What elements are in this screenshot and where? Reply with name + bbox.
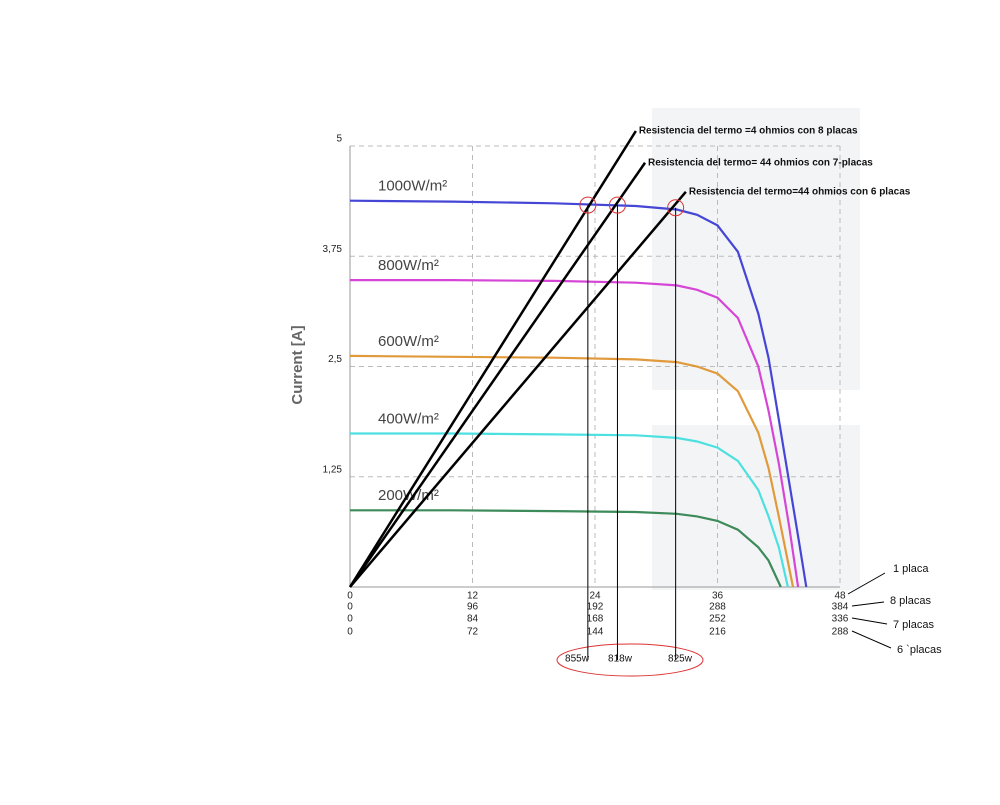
x-tick-label: 0	[347, 602, 353, 613]
load-line-label: Resistencia del termo= 44 ohmios con 7-p…	[648, 157, 873, 168]
load-line-label: Resistencia del termo =4 ohmios con 8 pl…	[639, 126, 858, 137]
load-line-label: Resistencia del termo=44 ohmios con 6 pl…	[689, 187, 911, 198]
operating-point	[667, 199, 685, 217]
pointer-line	[851, 617, 888, 625]
iv-curve	[350, 279, 800, 588]
curve-label: 400W/m²	[378, 411, 439, 428]
iv-curve	[350, 509, 782, 588]
x-tick-label: 384	[832, 602, 849, 613]
x-tick-label: 48	[834, 591, 846, 602]
y-tick-label: 2,5	[328, 354, 342, 365]
iv-curve	[349, 199, 808, 588]
y-tick-label: 5	[336, 134, 342, 145]
x-tick-label: 0	[347, 591, 353, 602]
x-tick-label: 252	[709, 614, 726, 625]
pointer-line	[851, 601, 885, 607]
axis-row-name: 8 placas	[890, 595, 931, 607]
x-tick-label: 288	[832, 627, 849, 638]
x-tick-label: 96	[467, 602, 479, 613]
x-tick-label: 216	[709, 627, 726, 638]
x-tick-label: 144	[587, 627, 604, 638]
x-tick-label: 192	[587, 602, 604, 613]
pointer-line	[851, 630, 892, 649]
curve-label: 600W/m²	[378, 333, 439, 350]
x-tick-label: 36	[712, 591, 724, 602]
highlight-ellipse	[556, 643, 704, 677]
power-label: 825w	[668, 654, 693, 665]
curve-label: 800W/m²	[378, 257, 439, 274]
axis-row-name: 6 `placas	[897, 644, 942, 656]
axis-row-name: 7 placas	[893, 619, 934, 631]
y-tick-label: 3,75	[323, 244, 343, 255]
background-panel	[652, 108, 860, 390]
y-axis-label: Current [A]	[289, 325, 306, 404]
x-tick-label: 12	[467, 591, 479, 602]
x-tick-label: 84	[467, 614, 479, 625]
load-line	[348, 162, 647, 588]
operating-point	[608, 196, 626, 214]
background-panel	[652, 425, 860, 590]
iv-curve	[350, 432, 789, 588]
iv-curve	[349, 354, 795, 588]
power-label: 818w	[608, 654, 633, 665]
x-tick-label: 288	[709, 602, 726, 613]
axis-row-name: 1 placa	[893, 563, 929, 575]
load-line	[349, 191, 687, 588]
x-tick-label: 0	[347, 614, 353, 625]
x-tick-label: 336	[832, 614, 849, 625]
x-tick-label: 72	[467, 627, 479, 638]
x-tick-label: 168	[587, 614, 604, 625]
x-tick-label: 24	[589, 591, 601, 602]
power-label: 855w	[565, 654, 590, 665]
y-tick-label: 1,25	[323, 464, 343, 475]
pointer-line	[847, 572, 886, 595]
curve-label: 1000W/m²	[378, 178, 447, 195]
operating-point	[579, 196, 597, 214]
x-tick-label: 0	[347, 627, 353, 638]
